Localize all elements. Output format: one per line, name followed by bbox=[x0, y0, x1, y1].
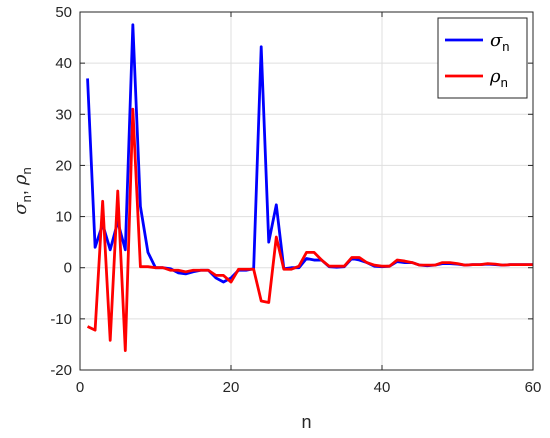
y-axis-label-sigma: σ bbox=[10, 202, 31, 215]
y-axis-label-sigma-sub: n bbox=[19, 195, 34, 202]
y-tick-label: 30 bbox=[55, 106, 72, 123]
x-axis-label: n bbox=[301, 412, 311, 432]
x-tick-label: 20 bbox=[223, 379, 240, 396]
y-axis-label: σn, ρn bbox=[10, 167, 34, 214]
legend-label-rho: ρn bbox=[489, 66, 508, 90]
x-axis: 0 20 40 60 bbox=[76, 12, 542, 396]
legend-box bbox=[437, 17, 528, 99]
plot-frame bbox=[79, 11, 534, 371]
y-tick-label: 50 bbox=[55, 4, 72, 21]
y-tick-label: 10 bbox=[55, 209, 72, 226]
y-tick-label: 0 bbox=[64, 260, 72, 277]
x-tick-label: 0 bbox=[76, 379, 84, 396]
y-axis-label-sep: , bbox=[10, 185, 30, 195]
series-line-rho bbox=[86, 107, 533, 352]
y-tick-label: -20 bbox=[50, 362, 72, 379]
legend: σn ρn bbox=[437, 17, 528, 99]
series-layer bbox=[86, 23, 533, 352]
y-axis: -20 -10 0 10 20 30 40 50 bbox=[50, 4, 533, 379]
y-tick-label: -10 bbox=[50, 311, 72, 328]
x-tick-label: 60 bbox=[525, 379, 542, 396]
x-tick-label: 40 bbox=[374, 379, 391, 396]
y-tick-label: 20 bbox=[55, 157, 72, 174]
y-tick-label: 40 bbox=[55, 55, 72, 72]
legend-label-sigma: σn bbox=[490, 30, 510, 54]
y-axis-label-rho: ρ bbox=[10, 174, 31, 186]
y-axis-label-rho-sub: n bbox=[19, 167, 34, 174]
